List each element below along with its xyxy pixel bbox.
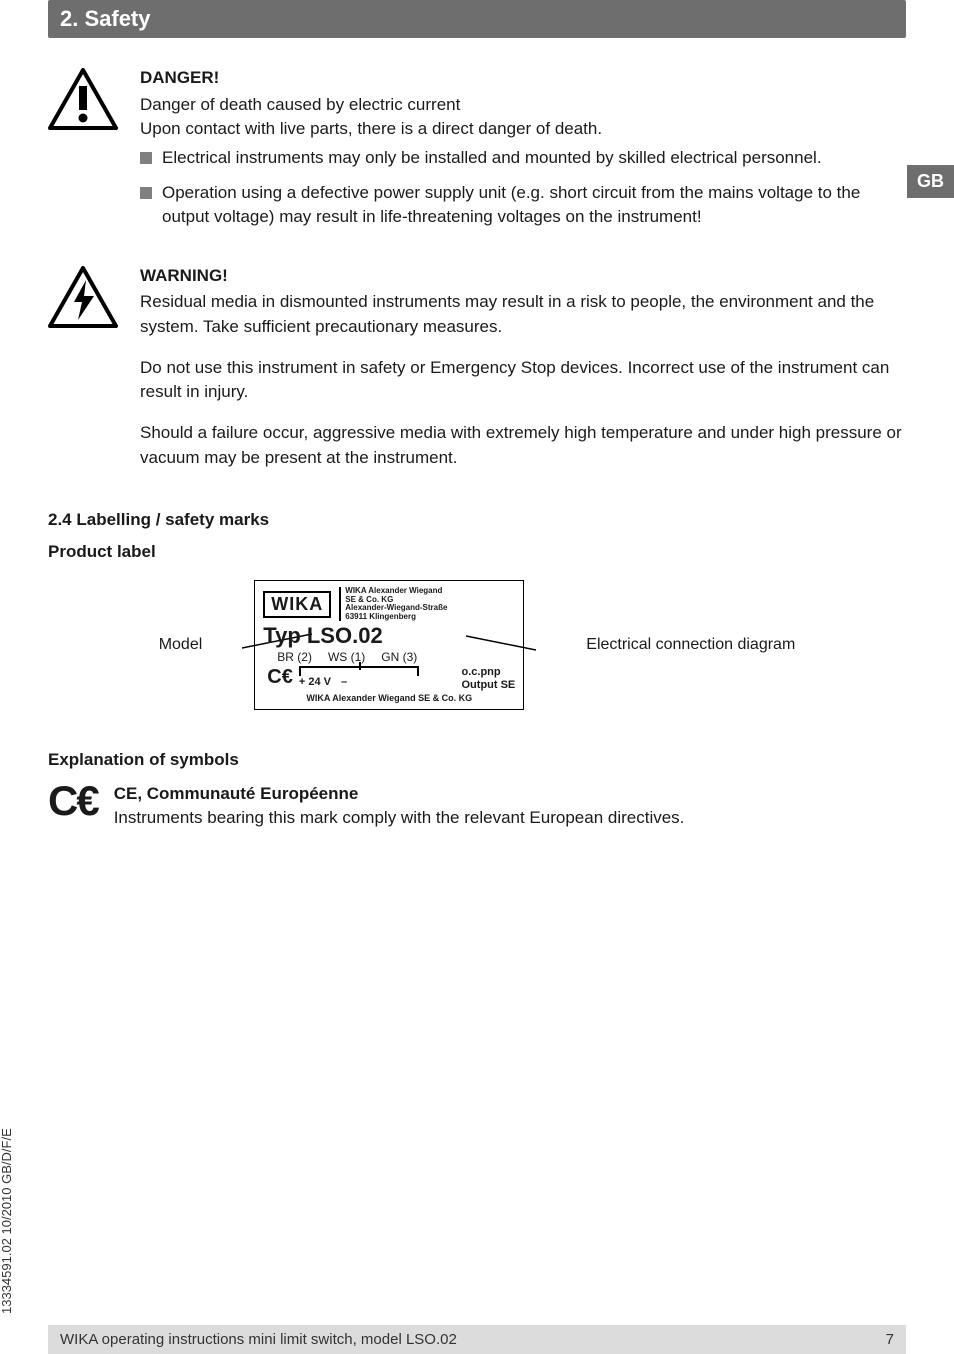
ce-mark-icon: C€: [48, 782, 98, 820]
elec-caption: Electrical connection diagram: [536, 636, 795, 654]
danger-bullet: Electrical instruments may only be insta…: [140, 146, 906, 171]
plate-gn: GN (3): [381, 650, 417, 664]
electrical-warning-icon: [48, 264, 140, 486]
addr-line: 63911 Klingenberg: [345, 613, 447, 621]
danger-bullet: Operation using a defective power supply…: [140, 181, 906, 230]
document-code-vertical: 13334591.02 10/2010 GB/D/F/E: [0, 1128, 14, 1314]
model-caption: Model: [159, 636, 243, 654]
plate-ocpnp: o.c.pnp: [462, 666, 516, 679]
warning-block: WARNING! Residual media in dismounted in…: [48, 264, 906, 486]
product-label-heading: Product label: [48, 542, 906, 562]
elec-caption-text: Electrical connection diagram: [586, 636, 795, 653]
plate-ce-mark: C€: [267, 666, 293, 689]
warning-body: WARNING! Residual media in dismounted in…: [140, 264, 906, 486]
danger-block: DANGER! Danger of death caused by electr…: [48, 66, 906, 240]
wika-logo: WIKA: [263, 591, 331, 618]
footer-text: WIKA operating instructions mini limit s…: [60, 1331, 457, 1348]
labelling-heading: 2.4 Labelling / safety marks: [48, 510, 906, 530]
wika-address: WIKA Alexander Wiegand SE & Co. KG Alexa…: [339, 587, 447, 621]
plate-output: Output SE: [462, 679, 516, 692]
plate-br: BR (2): [277, 650, 312, 664]
danger-bullets: Electrical instruments may only be insta…: [140, 146, 906, 230]
danger-line2: Upon contact with live parts, there is a…: [140, 117, 906, 142]
model-caption-text: Model: [159, 636, 203, 653]
warning-p1: Residual media in dismounted instruments…: [140, 290, 906, 339]
language-tab: GB: [907, 165, 954, 198]
symbols-heading: Explanation of symbols: [48, 750, 906, 770]
plate-footer: WIKA Alexander Wiegand SE & Co. KG: [263, 693, 515, 703]
plate-volt: + 24 V: [299, 676, 331, 688]
language-code: GB: [917, 171, 944, 191]
ce-text: Instruments bearing this mark comply wit…: [114, 806, 685, 830]
ce-description: CE, Communauté Européenne Instruments be…: [114, 782, 685, 830]
danger-line1: Danger of death caused by electric curre…: [140, 93, 906, 118]
connection-diagram-bar: [299, 666, 419, 676]
ce-title: CE, Communauté Européenne: [114, 782, 685, 806]
danger-body: DANGER! Danger of death caused by electr…: [140, 66, 906, 240]
warning-p3: Should a failure occur, aggressive media…: [140, 421, 906, 470]
plate-dash: –: [341, 676, 347, 688]
section-title: 2. Safety: [60, 6, 151, 31]
warning-p2: Do not use this instrument in safety or …: [140, 356, 906, 405]
warning-title: WARNING!: [140, 264, 906, 289]
ce-symbol-row: C€ CE, Communauté Européenne Instruments…: [48, 782, 906, 830]
danger-icon: [48, 66, 140, 240]
page-footer: WIKA operating instructions mini limit s…: [48, 1325, 906, 1354]
product-label-figure: Model WIKA WIKA Alexander Wiegand SE & C…: [48, 580, 906, 710]
section-heading-bar: 2. Safety: [48, 0, 906, 38]
page-number: 7: [886, 1331, 894, 1348]
danger-title: DANGER!: [140, 66, 906, 91]
